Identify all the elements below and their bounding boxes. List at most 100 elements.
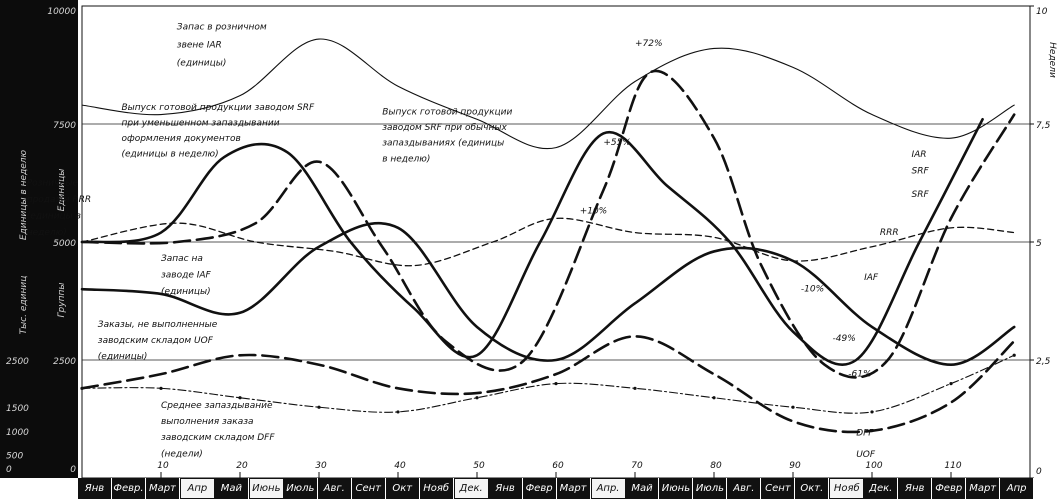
left-inner-tick-label: 10000	[47, 7, 76, 17]
annotation-label: (единицы)	[177, 58, 227, 68]
annotation-label: при уменьшенном запаздывании	[122, 118, 280, 128]
series-point-dff	[475, 396, 479, 400]
annotation-label: Выпуск готовой продукции заводом SRF	[122, 103, 315, 113]
series-point-dff	[317, 405, 321, 409]
series-point-dff	[633, 386, 637, 390]
annotation-label: (единицы)	[98, 352, 148, 362]
series-point-dff	[238, 396, 242, 400]
left-outer-tick-label: 2500	[6, 357, 29, 367]
annotation-label: +72%	[635, 39, 663, 49]
annotation-label: заводе IAF	[161, 270, 212, 280]
x-tick-label: 80	[710, 461, 722, 471]
left-inner-tick-label: 0	[70, 465, 76, 475]
left-inner-tick-label: 5000	[53, 239, 76, 249]
left-inner-tick-label: 2500	[53, 357, 76, 367]
x-tick-label: 30	[315, 461, 327, 471]
right-tick-label: 5	[1036, 239, 1042, 249]
annotation-label: заводом SRF при обычных	[382, 123, 507, 133]
annotation-label: заводским складом UOF	[98, 336, 214, 346]
left-outer-tick-label: 1500	[6, 404, 29, 414]
annotation-label: заводским складом DFF	[161, 433, 275, 443]
series-point-dff	[554, 382, 558, 386]
annotation-label: запаздываниях (единицы	[382, 139, 504, 149]
x-tick-label: 100	[865, 461, 882, 471]
annotation-label: Заказы, не выполненные	[98, 320, 218, 330]
annotation-label: SRF	[912, 167, 930, 177]
left-outer-axis-label-2: Тыс. единиц	[19, 276, 29, 335]
annotation-label: -61%	[848, 370, 871, 380]
annotation-label: +10%	[580, 207, 608, 217]
month-label: Нояб	[419, 478, 454, 499]
annotation-label: (единицы в	[27, 211, 81, 221]
annotation-label: (единицы)	[161, 287, 211, 297]
left-axis-panel	[0, 0, 78, 478]
annotation-label: -49%	[833, 334, 856, 344]
annotation-label: (недели)	[161, 449, 203, 459]
annotation-label: Среднее запаздывание	[161, 401, 273, 411]
month-label: Март	[966, 478, 1001, 499]
series-line-iaf-thick-solid	[80, 222, 1016, 367]
month-label: Сент	[351, 478, 386, 499]
month-label: Июнь	[248, 478, 284, 499]
annotation-label: -10%	[801, 285, 824, 295]
series-point-dff	[870, 410, 874, 414]
left-inner-axis-label: Единицы	[57, 169, 67, 212]
month-label: Сент	[761, 478, 796, 499]
annotation-label: оформления документов	[122, 134, 241, 144]
annotation-label: IAR	[912, 150, 927, 160]
x-tick-label: 40	[394, 461, 406, 471]
month-label: Февр	[522, 478, 557, 499]
annotation-label: +55%	[603, 138, 631, 148]
annotation-label: неделю)	[27, 228, 67, 238]
left-inner-axis-label-2: Группы	[57, 283, 67, 318]
annotation-label: Розничные	[27, 178, 79, 188]
month-label: Янв	[488, 478, 523, 499]
left-outer-tick-label: 0	[6, 465, 12, 475]
left-outer-tick-label: 500	[6, 451, 23, 461]
month-label: Дек.	[453, 478, 489, 499]
month-label: Июнь	[659, 478, 694, 499]
month-label: Апр	[1000, 478, 1035, 499]
annotation-label: Выпуск готовой продукции	[382, 108, 512, 118]
month-label: Апр.	[590, 478, 626, 499]
annotation-label: в неделю)	[382, 154, 430, 164]
series-line-iar-thin	[81, 38, 1015, 150]
month-label: Май	[625, 478, 660, 499]
left-outer-axis-label: Единицы в неделю	[19, 149, 29, 240]
month-label: Авг.	[317, 478, 352, 499]
series-point-dff	[712, 396, 716, 400]
month-label: Февр	[932, 478, 967, 499]
x-tick-label: 10	[157, 461, 169, 471]
series-line-rrr-dash	[81, 217, 1015, 267]
x-tick-label: 20	[236, 461, 248, 471]
annotation-label: SRF	[912, 190, 930, 200]
right-tick-label: 2,5	[1036, 357, 1051, 367]
annotation-label: DFF	[856, 429, 874, 439]
month-label: Дек.	[864, 478, 899, 499]
month-label: Окт.	[795, 478, 830, 499]
month-label: Май	[214, 478, 249, 499]
right-tick-label: 10	[1036, 7, 1048, 17]
annotation-label: продажи RRR	[27, 195, 91, 205]
x-tick-label: 110	[944, 461, 961, 471]
annotation-label: RRR	[880, 228, 899, 238]
left-outer-tick-label: 1000	[6, 428, 29, 438]
x-tick-label: 60	[552, 461, 564, 471]
series-point-dff	[159, 386, 163, 390]
right-tick-label: 0	[1036, 467, 1042, 477]
month-label: Июль	[283, 478, 318, 499]
month-label: Авг.	[727, 478, 762, 499]
series-point-dff	[1012, 353, 1016, 357]
annotation-label: выполнения заказа	[161, 417, 254, 427]
month-label: Июль	[693, 478, 728, 499]
right-axis-label: Недели	[1047, 42, 1057, 78]
series-point-dff	[791, 405, 795, 409]
series-line-srf-thick-solid	[80, 117, 984, 366]
right-tick-label: 7,5	[1036, 121, 1051, 131]
month-label: Нояб	[829, 478, 865, 499]
annotation-label: IAF	[864, 273, 879, 283]
month-label: Март	[145, 478, 180, 499]
left-inner-tick-label: 7500	[53, 121, 76, 131]
series-point-dff	[80, 386, 84, 390]
